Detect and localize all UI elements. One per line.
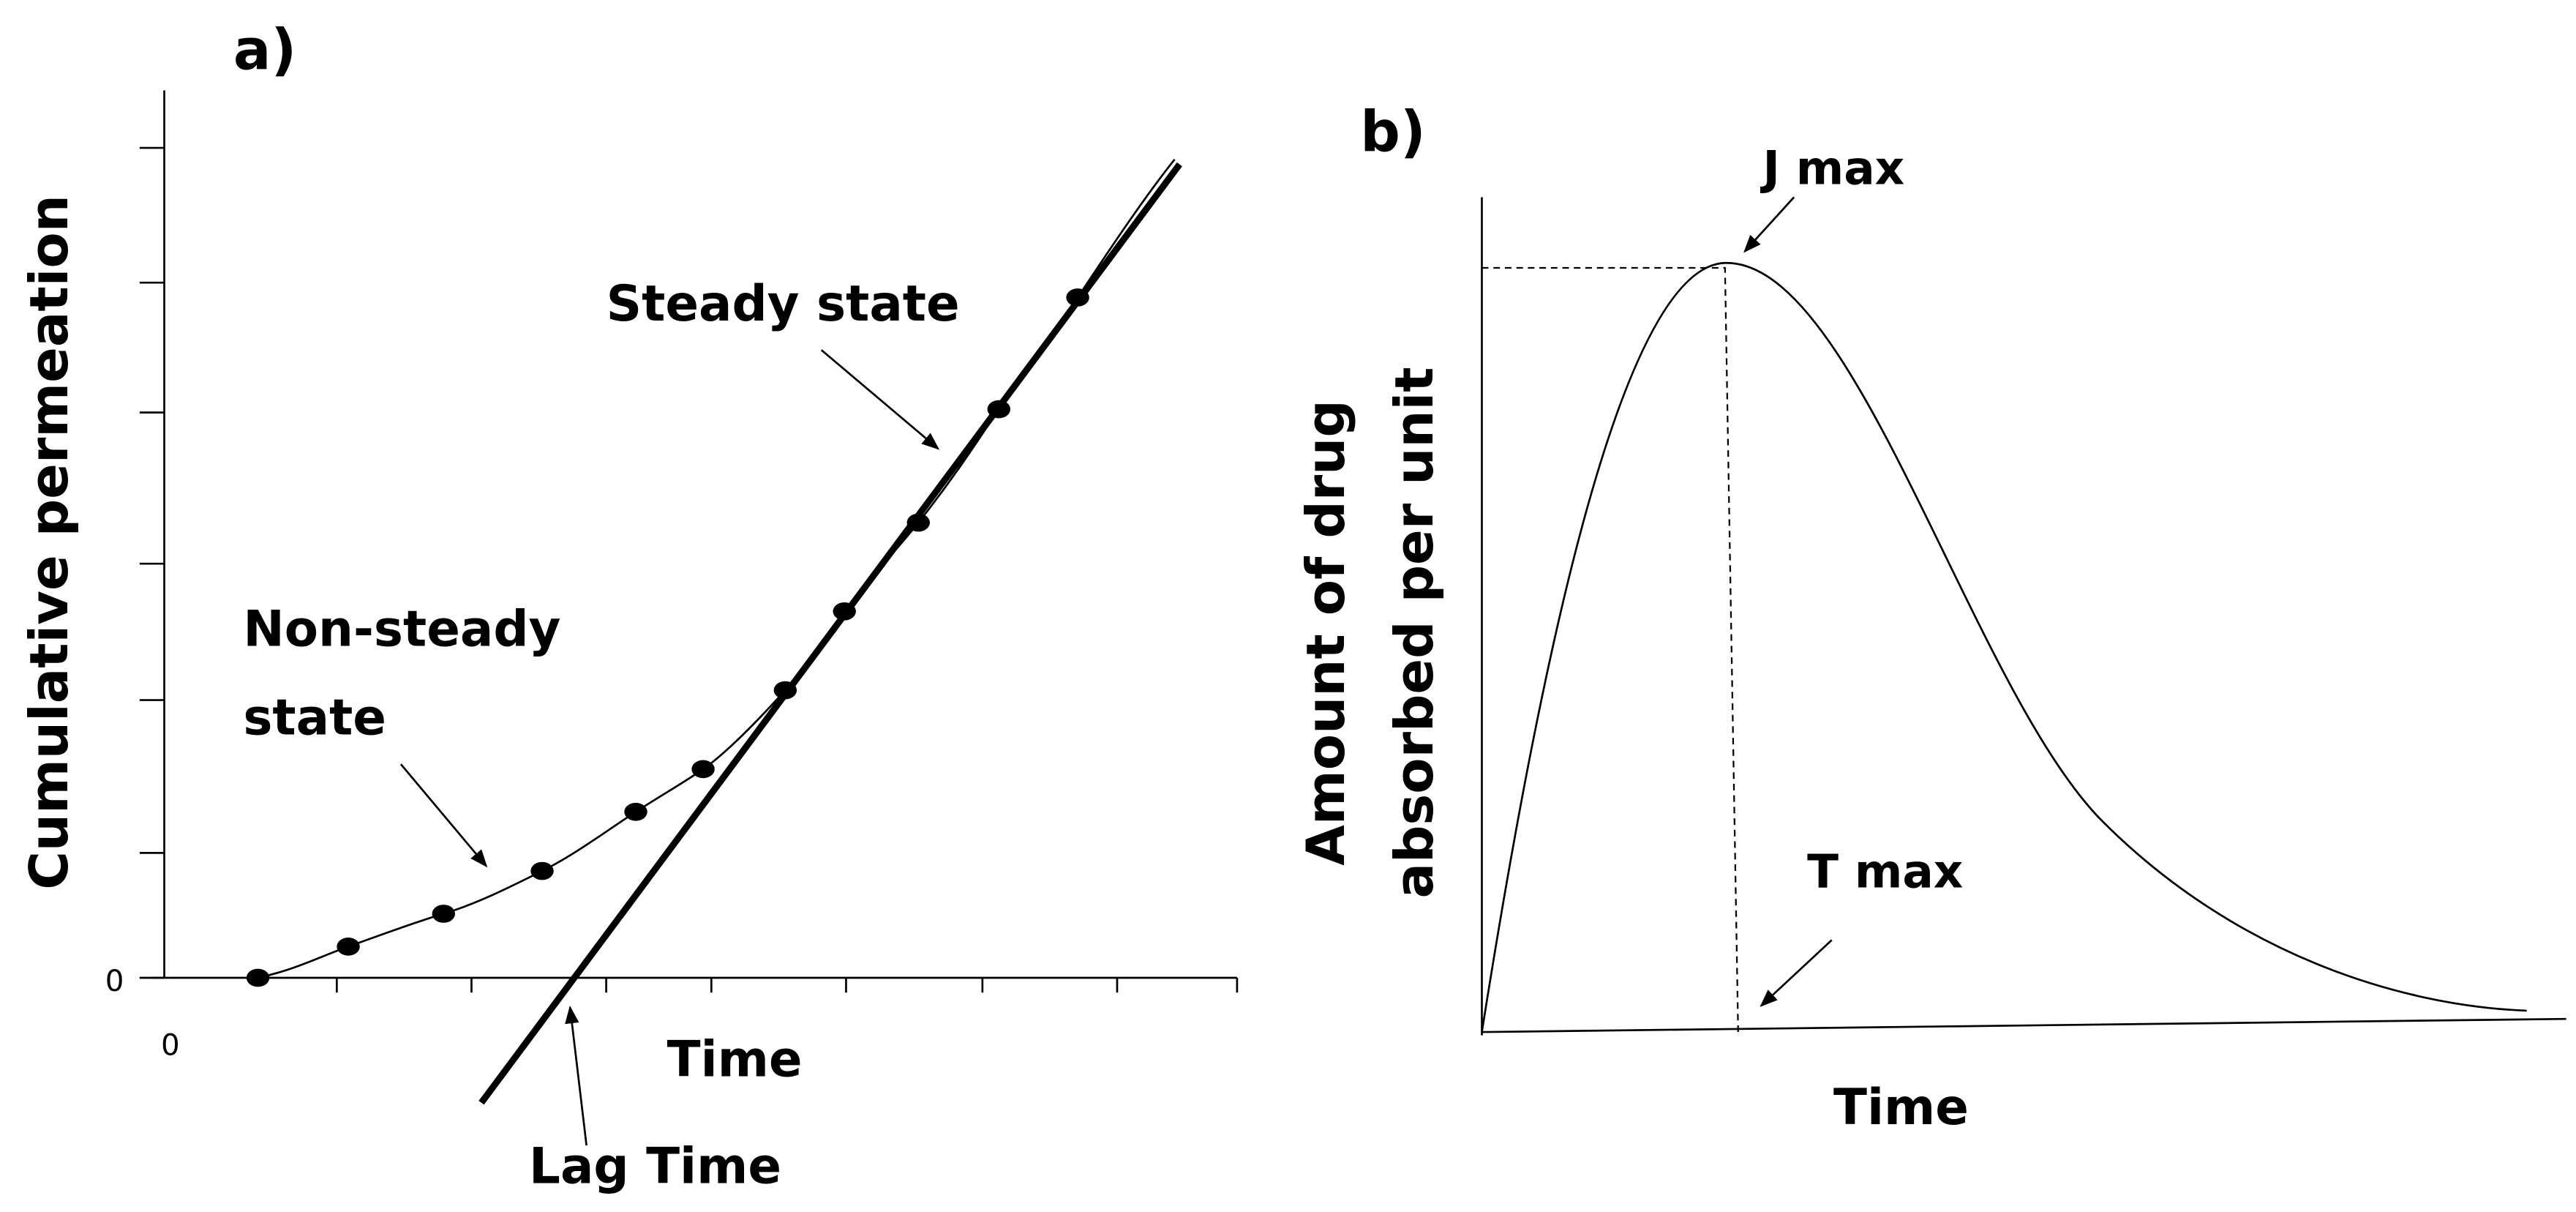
origin-x-label: 0 bbox=[161, 1028, 180, 1063]
y-axis-label: Cumulative permeation bbox=[18, 195, 80, 890]
x-axis-label: Time bbox=[1833, 1078, 1969, 1136]
arrow bbox=[565, 1006, 587, 1146]
y-axis-label: Amount of drug bbox=[1295, 400, 1356, 866]
panel-b: b) J max T max Time Amount of drug absor… bbox=[1295, 100, 2566, 1136]
panel-label: a) bbox=[233, 18, 296, 83]
arrow bbox=[1743, 196, 1795, 253]
arrow bbox=[820, 349, 940, 450]
arrow bbox=[399, 763, 488, 868]
y-ticks bbox=[139, 146, 165, 979]
peak-guides bbox=[1482, 266, 1739, 1033]
absorption-curve bbox=[1481, 261, 2527, 1033]
panel-label: b) bbox=[1360, 100, 1426, 165]
arrow bbox=[1760, 939, 1833, 1007]
steady-label: Steady state bbox=[607, 274, 960, 332]
panel-a: a) 0 0 Steady state Non-steady state Tim… bbox=[18, 18, 1239, 1195]
origin-y-label: 0 bbox=[105, 963, 124, 998]
steady-state-line bbox=[478, 162, 1182, 1105]
lag-label: Lag Time bbox=[529, 1137, 781, 1195]
y-axis-label: absorbed per unit bbox=[1383, 367, 1445, 899]
non-steady-label: Non-steady bbox=[243, 599, 560, 657]
peak-label: J max bbox=[1760, 141, 1904, 195]
x-ticks bbox=[335, 978, 1239, 993]
non-steady-label: state bbox=[243, 689, 386, 747]
x-axis bbox=[1482, 1017, 2566, 1033]
time-label: T max bbox=[1807, 845, 1963, 899]
x-axis-label: Time bbox=[667, 1030, 803, 1088]
